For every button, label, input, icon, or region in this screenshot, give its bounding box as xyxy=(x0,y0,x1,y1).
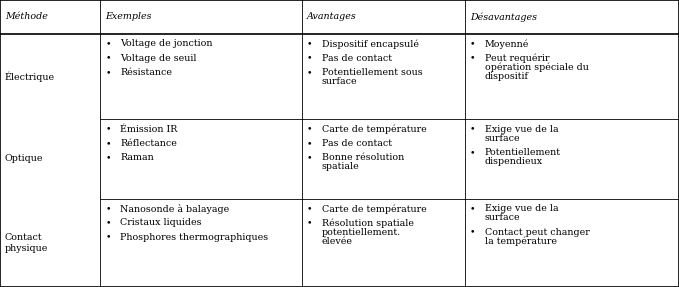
Text: surface: surface xyxy=(485,213,520,222)
Text: Désavantages: Désavantages xyxy=(470,12,537,22)
Text: dispositif: dispositif xyxy=(485,72,529,81)
Text: •: • xyxy=(105,218,111,227)
Text: Voltage de jonction: Voltage de jonction xyxy=(120,39,213,49)
Text: •: • xyxy=(105,125,111,134)
Text: Pas de contact: Pas de contact xyxy=(322,139,392,148)
Text: Électrique: Électrique xyxy=(5,71,55,82)
Text: Réflectance: Réflectance xyxy=(120,139,177,148)
Text: Avantages: Avantages xyxy=(307,12,356,22)
Text: Résistance: Résistance xyxy=(120,68,172,77)
Text: élevée: élevée xyxy=(322,237,353,246)
Text: •: • xyxy=(307,39,312,49)
Text: •: • xyxy=(105,68,111,77)
Text: Moyenné: Moyenné xyxy=(485,39,529,49)
Text: opération spéciale du: opération spéciale du xyxy=(485,63,589,72)
Text: Nanosonde à balayage: Nanosonde à balayage xyxy=(120,204,230,214)
Text: •: • xyxy=(307,218,312,227)
Text: Phosphores thermographiques: Phosphores thermographiques xyxy=(120,232,268,242)
Text: potentiellement.: potentiellement. xyxy=(322,228,401,236)
Text: dispendieux: dispendieux xyxy=(485,157,543,166)
Text: •: • xyxy=(105,232,111,242)
Text: Méthode: Méthode xyxy=(5,12,48,22)
Text: Dispositif encapsulé: Dispositif encapsulé xyxy=(322,39,419,49)
Text: •: • xyxy=(307,125,312,134)
Text: Cristaux liquides: Cristaux liquides xyxy=(120,218,202,227)
Text: •: • xyxy=(470,204,475,213)
Text: Contact peut changer: Contact peut changer xyxy=(485,228,589,236)
Text: Voltage de seuil: Voltage de seuil xyxy=(120,54,197,63)
Text: •: • xyxy=(307,153,312,162)
Text: surface: surface xyxy=(322,77,357,86)
Text: Potentiellement sous: Potentiellement sous xyxy=(322,68,422,77)
Text: Raman: Raman xyxy=(120,153,154,162)
Text: •: • xyxy=(105,39,111,49)
Text: Pas de contact: Pas de contact xyxy=(322,54,392,63)
Text: la température: la température xyxy=(485,237,557,246)
Text: Contact
physique: Contact physique xyxy=(5,233,48,253)
Text: Optique: Optique xyxy=(5,154,43,163)
Text: Exemples: Exemples xyxy=(105,12,151,22)
Text: Exige vue de la: Exige vue de la xyxy=(485,204,558,213)
Text: Peut requérir: Peut requérir xyxy=(485,54,549,63)
Text: Bonne résolution: Bonne résolution xyxy=(322,153,404,162)
Text: •: • xyxy=(105,139,111,148)
Text: •: • xyxy=(105,153,111,162)
Text: •: • xyxy=(105,204,111,213)
Text: Carte de température: Carte de température xyxy=(322,204,426,214)
Text: •: • xyxy=(307,204,312,213)
Text: •: • xyxy=(307,54,312,63)
Text: Résolution spatiale: Résolution spatiale xyxy=(322,218,414,228)
Text: •: • xyxy=(470,125,475,134)
Text: •: • xyxy=(470,39,475,49)
Text: •: • xyxy=(307,139,312,148)
Text: •: • xyxy=(470,148,475,157)
Text: Potentiellement: Potentiellement xyxy=(485,148,561,157)
Text: Exige vue de la: Exige vue de la xyxy=(485,125,558,134)
Text: •: • xyxy=(470,54,475,63)
Text: •: • xyxy=(307,68,312,77)
Text: •: • xyxy=(470,228,475,236)
Text: Émission IR: Émission IR xyxy=(120,125,177,134)
Text: Carte de température: Carte de température xyxy=(322,125,426,134)
Text: surface: surface xyxy=(485,134,520,143)
Text: spatiale: spatiale xyxy=(322,162,360,171)
Text: •: • xyxy=(105,54,111,63)
